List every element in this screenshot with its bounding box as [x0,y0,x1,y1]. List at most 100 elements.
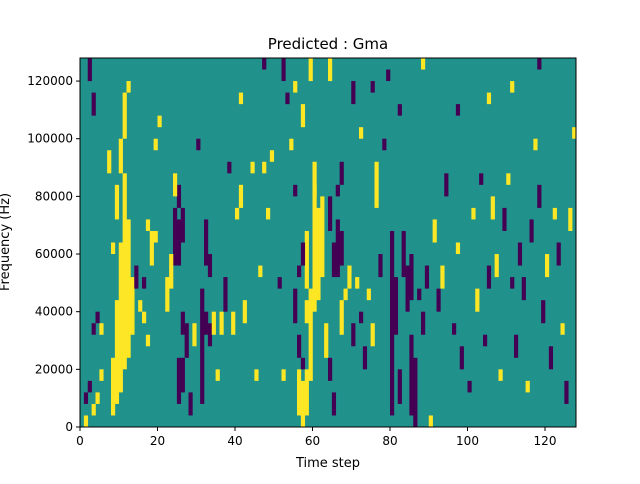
heatmap-cell [238,92,244,105]
heatmap-cell [293,81,298,93]
heatmap-cell [486,265,492,289]
heatmap-cell [122,92,127,139]
heatmap-cell [436,288,441,312]
heatmap-cell [258,265,263,278]
heatmap-cell [297,265,302,278]
heatmap-cell [242,300,247,324]
heatmap-cell [126,219,131,358]
heatmap-cell [227,161,232,174]
heatmap-cell [111,357,116,416]
heatmap-cell [204,311,209,335]
heatmap-cell [455,242,461,255]
heatmap-cell [308,58,313,82]
heatmap-cell [390,230,395,416]
heatmap-cell [91,403,96,416]
heatmap-cell [180,357,185,393]
heatmap-cell [440,265,445,289]
heatmap-cell [145,219,151,231]
heatmap-cell [91,92,96,116]
heatmap-cell [525,380,530,393]
heatmap-cell [180,311,185,335]
heatmap-cell [560,323,565,335]
heatmap-cell [285,92,290,105]
heatmap-cell [293,288,298,324]
heatmap-cell [176,219,182,266]
heatmap-cell [359,127,364,139]
heatmap-cell [231,311,236,335]
heatmap-cell [87,58,92,82]
heatmap-cell [432,219,437,243]
heatmap-cell [281,369,286,381]
heatmap-cell [176,357,182,404]
heatmap-cell [192,323,197,347]
heatmap-cell [409,254,414,301]
heatmap-cell [207,323,213,347]
y-tick-label: 0 [65,420,73,434]
heatmap-cell [370,81,375,93]
x-axis-label: Time step [295,456,360,471]
heatmap-cell [366,288,371,301]
heatmap-cell [331,392,337,416]
heatmap-cells [80,58,577,427]
heatmap-cell [114,184,120,220]
y-tick-label: 40000 [35,305,73,319]
heatmap-cell [506,173,511,185]
heatmap-cell [444,173,449,197]
heatmap-cell [153,230,158,243]
heatmap-cell [173,173,178,197]
heatmap-cell [359,311,364,324]
x-tick-label: 20 [150,434,165,448]
heatmap-cell [393,277,399,335]
heatmap-cell [339,230,344,266]
heatmap-cell [289,138,294,151]
heatmap-cell [173,207,178,266]
heatmap-cell [405,265,410,312]
heatmap-cell [382,138,387,151]
plot-frame [79,57,577,428]
heatmap-cell [308,288,313,381]
heatmap-cell [514,334,519,358]
heatmap-cell [142,277,147,289]
heatmap-cell [95,392,100,404]
heatmap-cell [486,92,492,105]
heatmap-cell [483,334,488,347]
heatmap-cell [502,207,507,231]
heatmap-cell [149,230,154,266]
y-tick-label: 20000 [35,362,73,376]
y-tick-label: 60000 [35,247,73,261]
heatmap-cell [134,265,139,289]
heatmap-cell [83,415,89,427]
heatmap-cell [304,369,309,416]
x-axis: 0 20 40 60 80 100 120 [76,427,556,448]
y-axis: 0 20000 40000 60000 80000 100000 120000 [27,74,80,434]
heatmap-cell [262,161,267,174]
heatmap-cell [238,184,244,208]
heatmap-cell [428,415,433,427]
heatmap-cell [362,346,368,370]
heatmap-cell [328,196,333,231]
heatmap-cell [533,138,538,151]
heatmap-cell [254,369,259,381]
heatmap-cell [215,369,220,381]
heatmap-cell [250,161,255,174]
y-tick-label: 80000 [35,189,73,203]
heatmap-cell [471,207,476,220]
heatmap-cell [300,380,306,427]
heatmap-cell [297,369,302,416]
heatmap-cell [99,323,104,335]
heatmap-cell [537,58,542,70]
heatmap-cell [138,300,143,312]
heatmap-cell [200,288,205,404]
heatmap-cell [320,196,325,278]
heatmap-cell [328,357,333,381]
heatmap-cell [335,219,340,278]
heatmap-cell [475,288,480,312]
heatmap-cell [517,242,523,266]
heatmap-cell [269,150,275,162]
heatmap-cell [196,138,201,151]
heatmap-cell [397,369,402,404]
x-tick-label: 80 [382,434,397,448]
heatmap-cell [188,392,193,416]
heatmap-cell [83,392,89,404]
